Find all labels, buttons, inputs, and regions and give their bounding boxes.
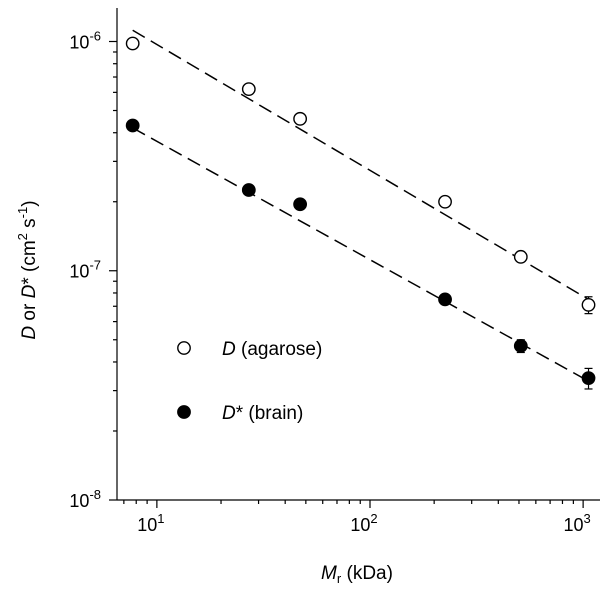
y-tick-label: 10-6 xyxy=(69,28,101,52)
legend-marker-agarose-icon xyxy=(177,341,191,355)
point-agarose xyxy=(438,194,452,209)
point-brain xyxy=(513,339,528,353)
plot-area: 101 102 103 10-8 10-7 10-6 xyxy=(69,8,600,535)
y-tick-label: 10-7 xyxy=(69,258,101,282)
legend-label-brain: D* (brain) xyxy=(222,403,303,424)
markers xyxy=(125,36,596,386)
legend-label-agarose: D (agarose) xyxy=(222,339,322,360)
fit-lines xyxy=(132,29,589,382)
fit-line-brain xyxy=(132,127,589,382)
x-tick-label: 103 xyxy=(563,511,590,535)
point-agarose xyxy=(125,36,140,51)
legend-marker-brain-icon xyxy=(177,405,191,419)
point-brain xyxy=(241,183,256,197)
x-tick-label: 102 xyxy=(350,511,377,535)
x-tick-label: 101 xyxy=(137,511,164,535)
x-axis-title: Mr (kDa) xyxy=(321,563,393,586)
point-brain xyxy=(293,197,308,212)
point-agarose xyxy=(293,111,308,126)
error-bars xyxy=(516,296,593,390)
point-brain xyxy=(125,118,140,133)
y-axis-title: D or D* (cm2 s-1) xyxy=(15,200,40,339)
y-ticks: 10-8 10-7 10-6 xyxy=(69,28,117,511)
fit-line-agarose xyxy=(132,29,589,301)
y-tick-label: 10-8 xyxy=(69,487,101,511)
point-brain xyxy=(581,371,596,386)
x-ticks: 101 102 103 xyxy=(123,500,591,535)
legend-item-brain: D* (brain) xyxy=(177,403,303,424)
legend-item-agarose: D (agarose) xyxy=(177,339,322,360)
point-agarose xyxy=(581,297,596,312)
point-agarose xyxy=(241,82,256,96)
point-agarose xyxy=(513,249,528,264)
legend: D (agarose) D* (brain) xyxy=(177,339,322,424)
point-brain xyxy=(438,292,452,307)
